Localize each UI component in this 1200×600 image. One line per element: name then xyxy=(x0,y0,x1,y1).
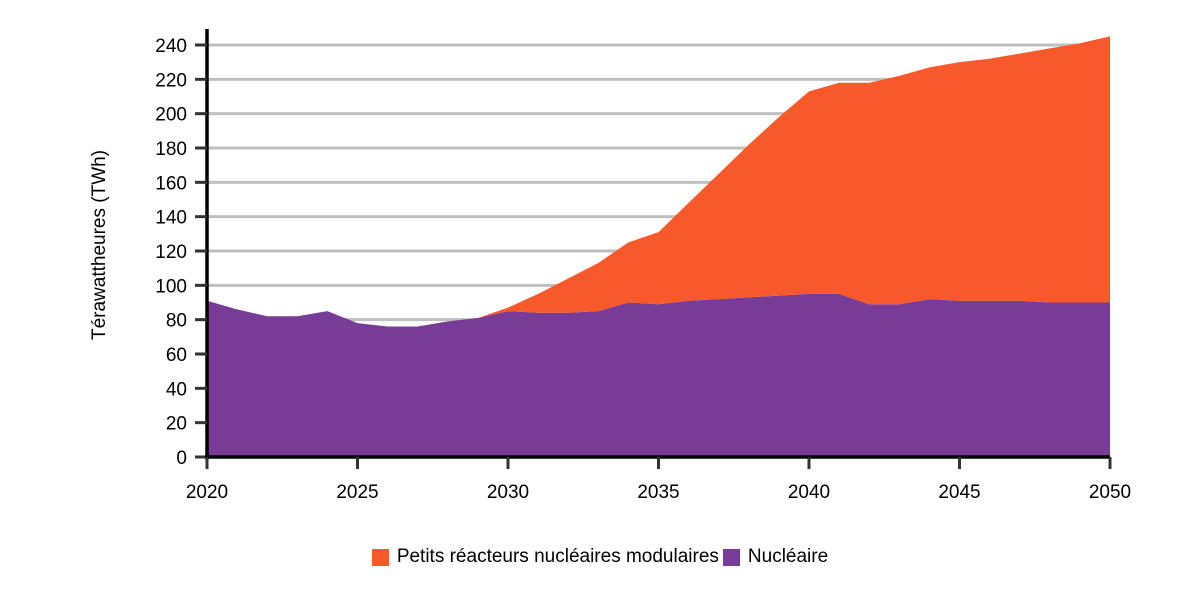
area-petits-reacteurs xyxy=(207,36,1110,327)
y-tick-label: 60 xyxy=(166,345,187,366)
x-tick-label: 2045 xyxy=(938,482,980,503)
x-axis: 2020 2025 2030 2035 2040 2045 2050 xyxy=(186,455,1131,503)
x-tick-label: 2030 xyxy=(487,482,529,503)
y-tick-label: 20 xyxy=(166,414,187,435)
area-series xyxy=(207,36,1110,457)
legend-label-nuclear: Nucléaire xyxy=(747,546,829,567)
legend-label-smr: Petits réacteurs nucléaires modulaires xyxy=(396,546,719,567)
y-tick-label: 40 xyxy=(166,379,187,400)
legend-swatch-smr xyxy=(371,548,389,566)
y-tick-label: 240 xyxy=(155,36,187,57)
y-tick-label: 120 xyxy=(155,242,187,263)
y-tick-label: 100 xyxy=(155,276,187,297)
legend-item-nuclear[interactable]: Nucléaire xyxy=(722,546,829,568)
legend-swatch-nuclear xyxy=(722,548,740,566)
y-tick-label: 160 xyxy=(155,173,187,194)
y-axis-title: Térawattheures (TWh) xyxy=(89,150,110,340)
x-tick-label: 2025 xyxy=(336,482,378,503)
y-tick-label: 0 xyxy=(176,448,187,469)
x-tick-label: 2020 xyxy=(186,482,228,503)
x-tick-label: 2035 xyxy=(637,482,679,503)
y-tick-label: 140 xyxy=(155,208,187,229)
legend-item-smr[interactable]: Petits réacteurs nucléaires modulaires xyxy=(371,546,719,568)
x-tick-label: 2050 xyxy=(1089,482,1131,503)
area-nucleaire xyxy=(207,293,1110,457)
y-tick-label: 200 xyxy=(155,105,187,126)
legend: Petits réacteurs nucléaires modulaires N… xyxy=(0,546,1200,568)
x-tick-label: 2040 xyxy=(788,482,830,503)
y-tick-label: 80 xyxy=(166,311,187,332)
y-axis: 0 20 40 60 80 100 120 140 160 180 200 220 240 xyxy=(155,29,209,469)
y-tick-label: 180 xyxy=(155,139,187,160)
y-tick-label: 220 xyxy=(155,70,187,91)
